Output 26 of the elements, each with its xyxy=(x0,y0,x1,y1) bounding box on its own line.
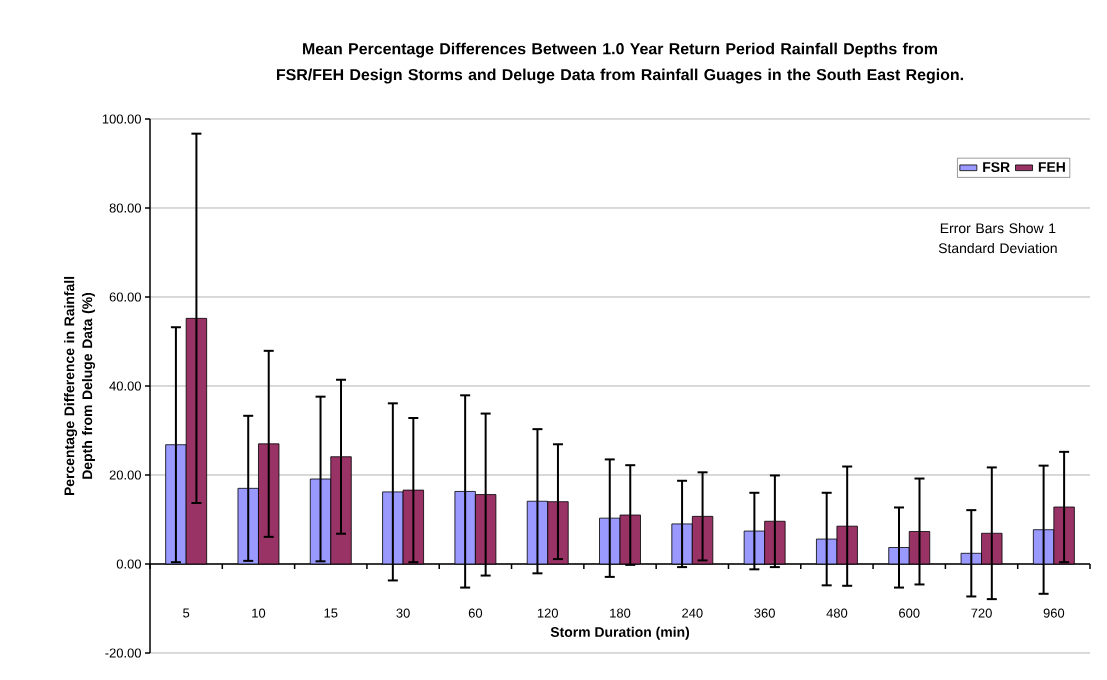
y-axis-title: Percentage Difference in Rainfall Depth from Deluge Data (%) xyxy=(64,276,96,496)
x-tick-label: 600 xyxy=(899,608,920,618)
chart-title: Mean Percentage Differences Between 1.0 Year Return Period Rainfall Depths from FSR/FEH Design Storms and Deluge Data from Rainfall Guages in the South East Region. xyxy=(276,42,963,84)
y-tick-label: 100.00 xyxy=(102,114,141,124)
y-tick-label: -20.00 xyxy=(105,648,141,658)
x-tick-label: 960 xyxy=(1043,608,1065,618)
x-tick-label: 10 xyxy=(252,608,266,618)
y-tick-label: 0.00 xyxy=(116,559,141,569)
x-tick-label: 360 xyxy=(754,608,775,618)
x-tick-label: 480 xyxy=(826,608,848,618)
x-axis-title: Storm Duration (min) xyxy=(550,626,690,640)
y-tick-label: 40.00 xyxy=(109,381,141,391)
x-tick-label: 240 xyxy=(682,608,703,618)
x-tick-label: 120 xyxy=(537,608,558,618)
x-tick-label: 60 xyxy=(468,608,483,618)
y-tick-label: 80.00 xyxy=(109,203,141,213)
x-tick-label: 180 xyxy=(610,608,631,618)
x-tick-label: 5 xyxy=(183,608,190,618)
y-tick-label: 60.00 xyxy=(109,292,141,302)
legend-label: FEH xyxy=(1038,162,1065,172)
x-tick-label: 30 xyxy=(396,608,410,618)
legend-label: FSR xyxy=(983,162,1010,173)
x-tick-label: 15 xyxy=(324,608,338,618)
y-tick-label: 20.00 xyxy=(109,470,141,480)
x-tick-label: 720 xyxy=(971,608,992,618)
annotation: Error Bars Show 1 Standard Deviation xyxy=(938,222,1057,254)
